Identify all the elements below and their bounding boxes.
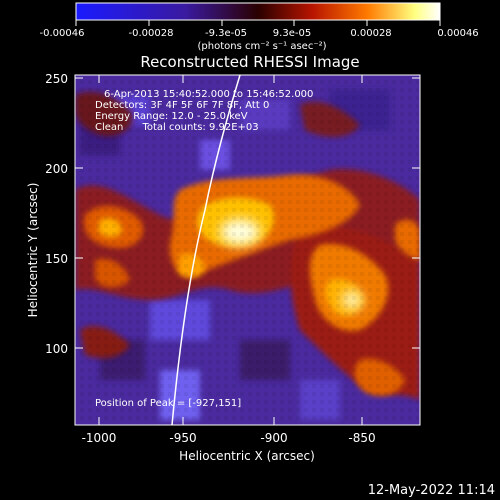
y-tick-label: 250	[45, 72, 68, 86]
info-line-energy: Energy Range: 12.0 - 25.0 keV	[95, 111, 248, 122]
info-line-clean: Clean Total counts: 9.92E+03	[95, 122, 259, 133]
plot-title: Reconstructed RHESSI Image	[140, 53, 359, 71]
y-tick-label: 100	[45, 342, 68, 356]
rhessi-image	[75, 75, 420, 425]
x-tick-label: -900	[260, 431, 287, 445]
observation-info: 6-Apr-2013 15:40:52.000 to 15:46:52.000 …	[95, 89, 313, 133]
colorbar-tick-label: 9.3e-05	[273, 28, 311, 39]
y-axis-label: Heliocentric Y (arcsec)	[26, 183, 40, 318]
peak-position-label: Position of Peak = [-927,151]	[95, 398, 241, 409]
y-tick-label: 200	[45, 162, 68, 176]
solar-limb-curve	[171, 75, 241, 425]
colorbar-ticks	[75, 20, 441, 26]
x-tick-label: -950	[169, 431, 196, 445]
footer-timestamp: 12-May-2022 11:14	[368, 483, 495, 498]
colorbar-tick-label: -9.3e-05	[205, 28, 247, 39]
colorbar-tick-label: -0.00046	[40, 28, 85, 39]
info-line-time: 6-Apr-2013 15:40:52.000 to 15:46:52.000	[104, 89, 313, 100]
info-line-detectors: Detectors: 3F 4F 5F 6F 7F 8F, Att 0	[95, 100, 269, 111]
plot-frame	[74, 74, 421, 426]
colorbar-tick-label: -0.00028	[129, 28, 174, 39]
colorbar-units: (photons cm⁻² s⁻¹ asec⁻²)	[197, 41, 326, 52]
x-axis-ticks	[98, 75, 363, 425]
x-tick-label: -1000	[82, 431, 117, 445]
colorbar	[75, 2, 441, 21]
x-axis-label: Heliocentric X (arcsec)	[179, 449, 315, 463]
x-tick-label: -850	[348, 431, 375, 445]
colorbar-tick-label: 0.00046	[437, 28, 478, 39]
y-tick-label: 150	[45, 252, 68, 266]
colorbar-tick-label: 0.00028	[350, 28, 391, 39]
y-axis-ticks	[75, 77, 420, 349]
